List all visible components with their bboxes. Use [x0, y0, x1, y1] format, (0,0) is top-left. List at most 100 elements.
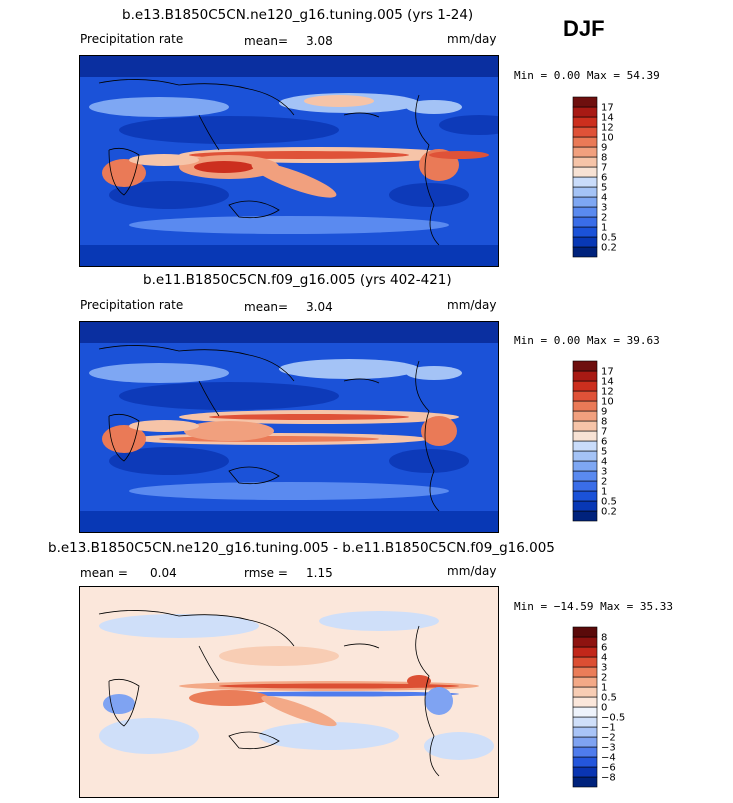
season-label: DJF	[563, 16, 605, 41]
panel2-variable-label: Precipitation rate	[80, 298, 184, 312]
colorbar-box	[572, 370, 598, 382]
colorbar-tick-label: 17	[601, 103, 614, 114]
colorbar-tick-label: −4	[601, 753, 616, 764]
colorbar-box	[572, 166, 598, 178]
colorbar-box	[572, 636, 598, 648]
colorbar-tick-label: 6	[601, 173, 607, 184]
colorbar-tick-label: 7	[601, 427, 607, 438]
colorbar-box	[572, 776, 598, 788]
colorbar-box	[572, 656, 598, 668]
colorbar-box	[572, 400, 598, 412]
colorbar-tick-label: 2	[601, 213, 607, 224]
colorbar-box	[572, 746, 598, 758]
colorbar-tick-label: 8	[601, 153, 607, 164]
colorbar-box	[572, 216, 598, 228]
colorbar-tick-label: 1	[601, 683, 607, 694]
colorbar-box	[572, 510, 598, 522]
colorbar-tick-label: 3	[601, 203, 607, 214]
panel2-units: mm/day	[447, 298, 497, 312]
panel3-minmax: Min = −14.59 Max = 35.33	[514, 600, 673, 613]
colorbar-box	[572, 646, 598, 658]
colorbar-box	[572, 246, 598, 258]
colorbar-box	[572, 390, 598, 402]
panel3-rmse-value: 1.15	[306, 566, 333, 580]
colorbar-box	[572, 676, 598, 688]
colorbar-tick-label: 3	[601, 467, 607, 478]
panel3-title: b.e13.B1850C5CN.ne120_g16.tuning.005 - b…	[48, 540, 555, 556]
panel3-mean-value: 0.04	[150, 566, 177, 580]
colorbar-tick-label: 6	[601, 437, 607, 448]
colorbar-tick-label: −0.5	[601, 713, 625, 724]
colorbar-box	[572, 146, 598, 158]
colorbar-tick-label: 14	[601, 113, 614, 124]
colorbar-tick-label: 7	[601, 163, 607, 174]
panel1-minmax: Min = 0.00 Max = 54.39	[514, 69, 660, 82]
colorbar-tick-label: −2	[601, 733, 616, 744]
colorbar-tick-label: −6	[601, 763, 616, 774]
colorbar-tick-label: 0.5	[601, 693, 617, 704]
colorbar-box	[572, 360, 598, 372]
panel1-variable-label: Precipitation rate	[80, 32, 184, 46]
colorbar-box	[572, 156, 598, 168]
colorbar-tick-label: 8	[601, 633, 607, 644]
colorbar-tick-label: 0.2	[601, 243, 617, 254]
colorbar-tick-label: 14	[601, 377, 614, 388]
colorbar-box	[572, 186, 598, 198]
colorbar-tick-label: −1	[601, 723, 616, 734]
colorbar-box	[572, 196, 598, 208]
panel2-precip-map	[79, 321, 499, 533]
colorbar-tick-label: 0.2	[601, 507, 617, 518]
panel1-mean-label: mean=	[244, 34, 289, 48]
panel3-rmse-label: rmse =	[244, 566, 288, 580]
colorbar-box	[572, 716, 598, 728]
colorbar-box	[572, 706, 598, 718]
colorbar-box	[572, 480, 598, 492]
panel1-title: b.e13.B1850C5CN.ne120_g16.tuning.005 (yr…	[122, 7, 474, 23]
colorbar-tick-label: 0	[601, 703, 607, 714]
colorbar-box	[572, 116, 598, 128]
colorbar-box	[572, 176, 598, 188]
colorbar-tick-label: 2	[601, 477, 607, 488]
colorbar-box	[572, 666, 598, 678]
panel2-minmax: Min = 0.00 Max = 39.63	[514, 334, 660, 347]
panel2-mean-label: mean=	[244, 300, 289, 314]
colorbar-tick-label: 3	[601, 663, 607, 674]
colorbar-box	[572, 726, 598, 738]
panel2-mean-value: 3.04	[306, 300, 333, 314]
colorbar-box	[572, 686, 598, 698]
colorbar-tick-label: 12	[601, 387, 614, 398]
colorbar-box	[572, 470, 598, 482]
colorbar-box	[572, 226, 598, 238]
colorbar-box	[572, 766, 598, 778]
colorbar-tick-label: 0.5	[601, 497, 617, 508]
colorbar-box	[572, 626, 598, 638]
colorbar-tick-label: 2	[601, 673, 607, 684]
panel1-precip-map	[79, 55, 499, 267]
colorbar-tick-label: 1	[601, 487, 607, 498]
panel1-mean-value: 3.08	[306, 34, 333, 48]
colorbar-tick-label: 4	[601, 457, 607, 468]
colorbar-box	[572, 236, 598, 248]
colorbar-tick-label: 5	[601, 447, 607, 458]
panel3-difference-map	[79, 586, 499, 798]
panel3-mean-label: mean =	[80, 566, 128, 580]
colorbar-tick-label: 17	[601, 367, 614, 378]
colorbar-box	[572, 490, 598, 502]
colorbar-tick-label: 9	[601, 143, 607, 154]
panel3-units: mm/day	[447, 564, 497, 578]
colorbar-tick-label: 10	[601, 133, 614, 144]
colorbar-box	[572, 106, 598, 118]
colorbar-box	[572, 500, 598, 512]
colorbar-box	[572, 460, 598, 472]
colorbar-tick-label: 8	[601, 417, 607, 428]
colorbar-box	[572, 430, 598, 442]
colorbar-tick-label: 10	[601, 397, 614, 408]
colorbar-box	[572, 696, 598, 708]
colorbar-box	[572, 450, 598, 462]
colorbar-tick-label: 9	[601, 407, 607, 418]
colorbar-tick-label: 0.5	[601, 233, 617, 244]
panel1-units: mm/day	[447, 32, 497, 46]
